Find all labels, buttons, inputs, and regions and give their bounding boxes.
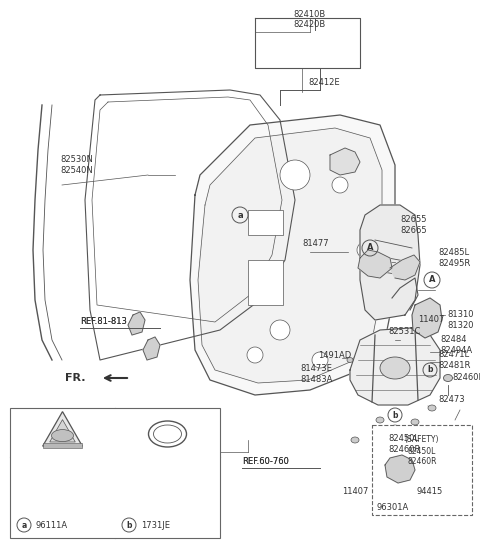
Text: (SAFETY): (SAFETY) bbox=[405, 435, 439, 444]
Text: 81310
81320: 81310 81320 bbox=[447, 310, 473, 330]
Text: 82410B
82420B: 82410B 82420B bbox=[294, 10, 326, 30]
Text: a: a bbox=[237, 211, 243, 219]
Text: 81473E
81483A: 81473E 81483A bbox=[300, 364, 332, 384]
Polygon shape bbox=[360, 205, 420, 320]
Polygon shape bbox=[390, 255, 420, 280]
Text: b: b bbox=[126, 520, 132, 530]
Circle shape bbox=[280, 160, 310, 190]
Text: REF.81-813: REF.81-813 bbox=[80, 317, 127, 326]
Bar bbox=[10, 408, 220, 538]
Text: 1491AD: 1491AD bbox=[318, 351, 351, 360]
Text: 82450L
82460R: 82450L 82460R bbox=[388, 434, 420, 454]
Text: REF.60-760: REF.60-760 bbox=[242, 457, 289, 467]
Ellipse shape bbox=[380, 357, 410, 379]
Bar bbox=[43, 443, 82, 448]
Ellipse shape bbox=[347, 358, 353, 363]
Polygon shape bbox=[50, 419, 75, 442]
Text: 82485L
82495R: 82485L 82495R bbox=[438, 248, 470, 268]
Text: 1731JE: 1731JE bbox=[141, 520, 170, 530]
Text: 82655
82665: 82655 82665 bbox=[400, 216, 427, 234]
Polygon shape bbox=[330, 148, 360, 175]
Text: REF.81-813: REF.81-813 bbox=[80, 317, 127, 326]
Text: FR.: FR. bbox=[65, 373, 85, 383]
Text: 96301A: 96301A bbox=[377, 504, 409, 512]
Ellipse shape bbox=[411, 419, 419, 425]
Polygon shape bbox=[128, 312, 145, 335]
Circle shape bbox=[312, 352, 328, 368]
Polygon shape bbox=[350, 328, 440, 405]
Text: 81477: 81477 bbox=[302, 240, 329, 248]
Text: 11407: 11407 bbox=[342, 487, 368, 496]
Circle shape bbox=[247, 347, 263, 363]
Bar bbox=[248, 210, 283, 235]
Text: 82412E: 82412E bbox=[308, 78, 340, 87]
Ellipse shape bbox=[376, 417, 384, 423]
Polygon shape bbox=[385, 455, 415, 483]
Ellipse shape bbox=[51, 429, 73, 442]
Polygon shape bbox=[43, 412, 83, 446]
Text: b: b bbox=[427, 365, 433, 374]
Text: 82460R: 82460R bbox=[452, 373, 480, 382]
Text: A: A bbox=[429, 276, 435, 285]
Ellipse shape bbox=[351, 437, 359, 443]
Text: REF.60-760: REF.60-760 bbox=[242, 457, 289, 467]
Text: a: a bbox=[22, 520, 26, 530]
Text: 94415: 94415 bbox=[417, 487, 443, 496]
Ellipse shape bbox=[444, 374, 453, 382]
Bar bbox=[248, 260, 283, 305]
Polygon shape bbox=[412, 298, 442, 338]
Text: 96111A: 96111A bbox=[36, 520, 68, 530]
Text: 82530N
82540N: 82530N 82540N bbox=[60, 155, 93, 175]
Polygon shape bbox=[358, 250, 392, 278]
Ellipse shape bbox=[446, 427, 454, 433]
Polygon shape bbox=[143, 337, 160, 360]
Text: 82450L
82460R: 82450L 82460R bbox=[407, 447, 437, 466]
Text: 82531C: 82531C bbox=[388, 328, 420, 336]
Bar bbox=[372, 425, 472, 515]
Text: A: A bbox=[367, 243, 373, 252]
Circle shape bbox=[357, 242, 373, 258]
Polygon shape bbox=[198, 128, 382, 383]
Ellipse shape bbox=[391, 425, 399, 431]
Text: 82471L
82481R: 82471L 82481R bbox=[438, 350, 470, 370]
Text: 82473: 82473 bbox=[438, 395, 465, 404]
Ellipse shape bbox=[428, 405, 436, 411]
Circle shape bbox=[270, 320, 290, 340]
Text: b: b bbox=[392, 411, 398, 419]
Text: 11407: 11407 bbox=[418, 315, 444, 325]
Circle shape bbox=[332, 177, 348, 193]
Text: 82484
82494A: 82484 82494A bbox=[440, 335, 472, 355]
Polygon shape bbox=[190, 115, 395, 395]
